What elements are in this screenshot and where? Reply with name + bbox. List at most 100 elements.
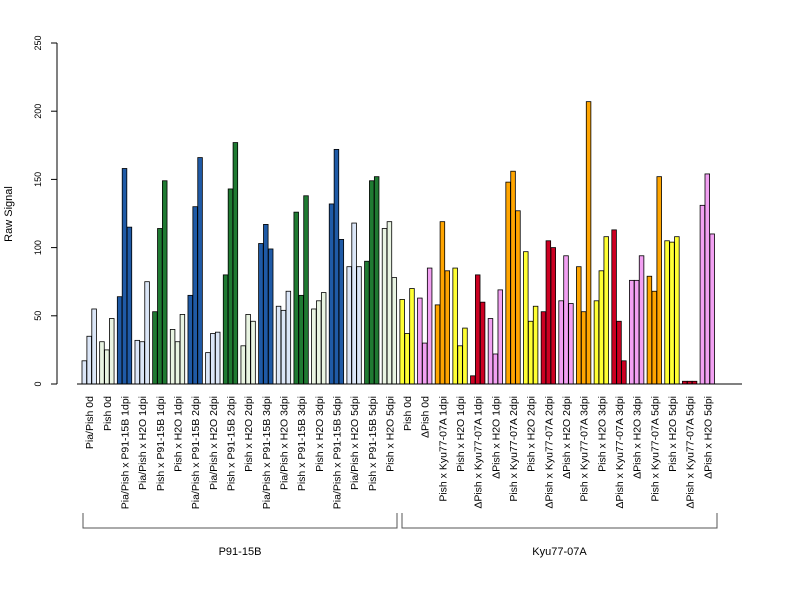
bar (285, 290, 292, 385)
bar (444, 270, 450, 385)
x-tick-label: ΔPish x Kyu77-07A 1dpi (473, 396, 485, 509)
bar (293, 211, 299, 385)
bar (479, 301, 486, 385)
bar (316, 300, 322, 385)
bar (545, 240, 552, 385)
x-tick-label: Pish x H2O 2dpi (526, 396, 538, 472)
x-tick-label: Pish x H2O 2dpi (243, 396, 255, 472)
bar (81, 360, 87, 385)
bar (187, 294, 193, 385)
bar (280, 309, 287, 385)
bar (338, 239, 345, 385)
bar (457, 345, 463, 385)
bar (568, 303, 574, 385)
bar (232, 142, 239, 385)
bar (422, 342, 428, 385)
bar (550, 247, 556, 385)
y-tick-label: 250 (33, 35, 43, 50)
x-tick-label: Pish x H2O 5dpi (384, 396, 396, 472)
x-tick-label: Pish x H2O 1dpi (455, 396, 467, 472)
bar (179, 314, 186, 385)
x-tick-label: Pish 0d (402, 396, 414, 431)
bar (227, 188, 234, 385)
bar (134, 339, 140, 385)
bar (646, 275, 653, 385)
bar (629, 279, 635, 385)
bar (439, 221, 446, 385)
bar (86, 335, 92, 385)
bar (157, 228, 163, 385)
bar (381, 228, 388, 385)
bar (699, 204, 706, 385)
x-tick-label: Pia/Pish x H2O 3dpi (278, 396, 290, 490)
bar (532, 305, 539, 385)
x-tick-label: Pish x Kyu77-07A 1dpi (437, 396, 449, 502)
bar (497, 289, 503, 385)
bar (139, 341, 145, 385)
bar (210, 333, 216, 385)
bar (580, 311, 587, 385)
bar (121, 168, 128, 385)
bar (651, 290, 658, 385)
bar (311, 308, 317, 385)
bar (351, 222, 357, 385)
bar (320, 292, 327, 385)
bar (598, 270, 605, 385)
bar (399, 299, 405, 385)
bar (126, 226, 133, 385)
x-tick-label: ΔPish x H2O 1dpi (490, 396, 502, 479)
x-tick-label: Pish x P91-15B 5dpi (367, 396, 379, 491)
bar (505, 181, 511, 385)
bar (576, 266, 582, 385)
x-tick-label: ΔPish x H2O 5dpi (702, 396, 714, 479)
bar (603, 236, 609, 385)
bar (169, 329, 176, 385)
bar (205, 352, 211, 385)
bar (174, 341, 181, 385)
bar (197, 157, 203, 385)
bar (540, 311, 547, 385)
bar (434, 304, 441, 385)
bar (116, 296, 123, 385)
bar (621, 360, 627, 385)
bar (298, 294, 304, 385)
bar (144, 281, 150, 385)
bar (152, 311, 158, 385)
bar (258, 243, 264, 385)
bar (492, 353, 499, 385)
group-bracket-label: Kyu77-07A (532, 546, 587, 558)
x-tick-label: Pia/Pish x P91-15B 3dpi (261, 396, 273, 509)
bar (510, 170, 516, 385)
x-tick-label: Pia/Pish x H2O 2dpi (208, 396, 220, 490)
bar (215, 331, 221, 385)
bar (364, 260, 370, 385)
bar (523, 251, 529, 385)
axis-layer: 0 50 100 150 200 250 (33, 35, 742, 387)
x-tick-label: Pish x H2O 3dpi (596, 396, 608, 472)
y-tick-label: 100 (33, 240, 43, 255)
x-tick-label: ΔPish x Kyu77-07A 5dpi (685, 396, 697, 509)
bar (328, 203, 335, 385)
bar (656, 176, 662, 385)
bar (674, 236, 680, 385)
x-tick-label: Pish x H2O 3dpi (314, 396, 326, 472)
bar (462, 327, 468, 385)
bar (109, 318, 115, 385)
y-tick-label: 150 (33, 172, 43, 187)
bar (664, 240, 670, 385)
bar (452, 267, 458, 385)
bar (470, 375, 476, 385)
bar (593, 300, 600, 385)
bar (611, 229, 617, 385)
x-tick-label: ΔPish x Kyu77-07A 3dpi (614, 396, 626, 509)
bar (563, 255, 569, 385)
bar (585, 101, 592, 385)
x-tick-label: Pia/Pish x H2O 1dpi (137, 396, 149, 490)
x-tick-label: Pish 0d (102, 396, 114, 431)
y-tick-label: 0 (33, 381, 43, 386)
bar (638, 255, 645, 385)
bar (386, 221, 393, 385)
bar (346, 266, 352, 385)
x-tick-label: ΔPish x Kyu77-07A 2dpi (543, 396, 555, 509)
